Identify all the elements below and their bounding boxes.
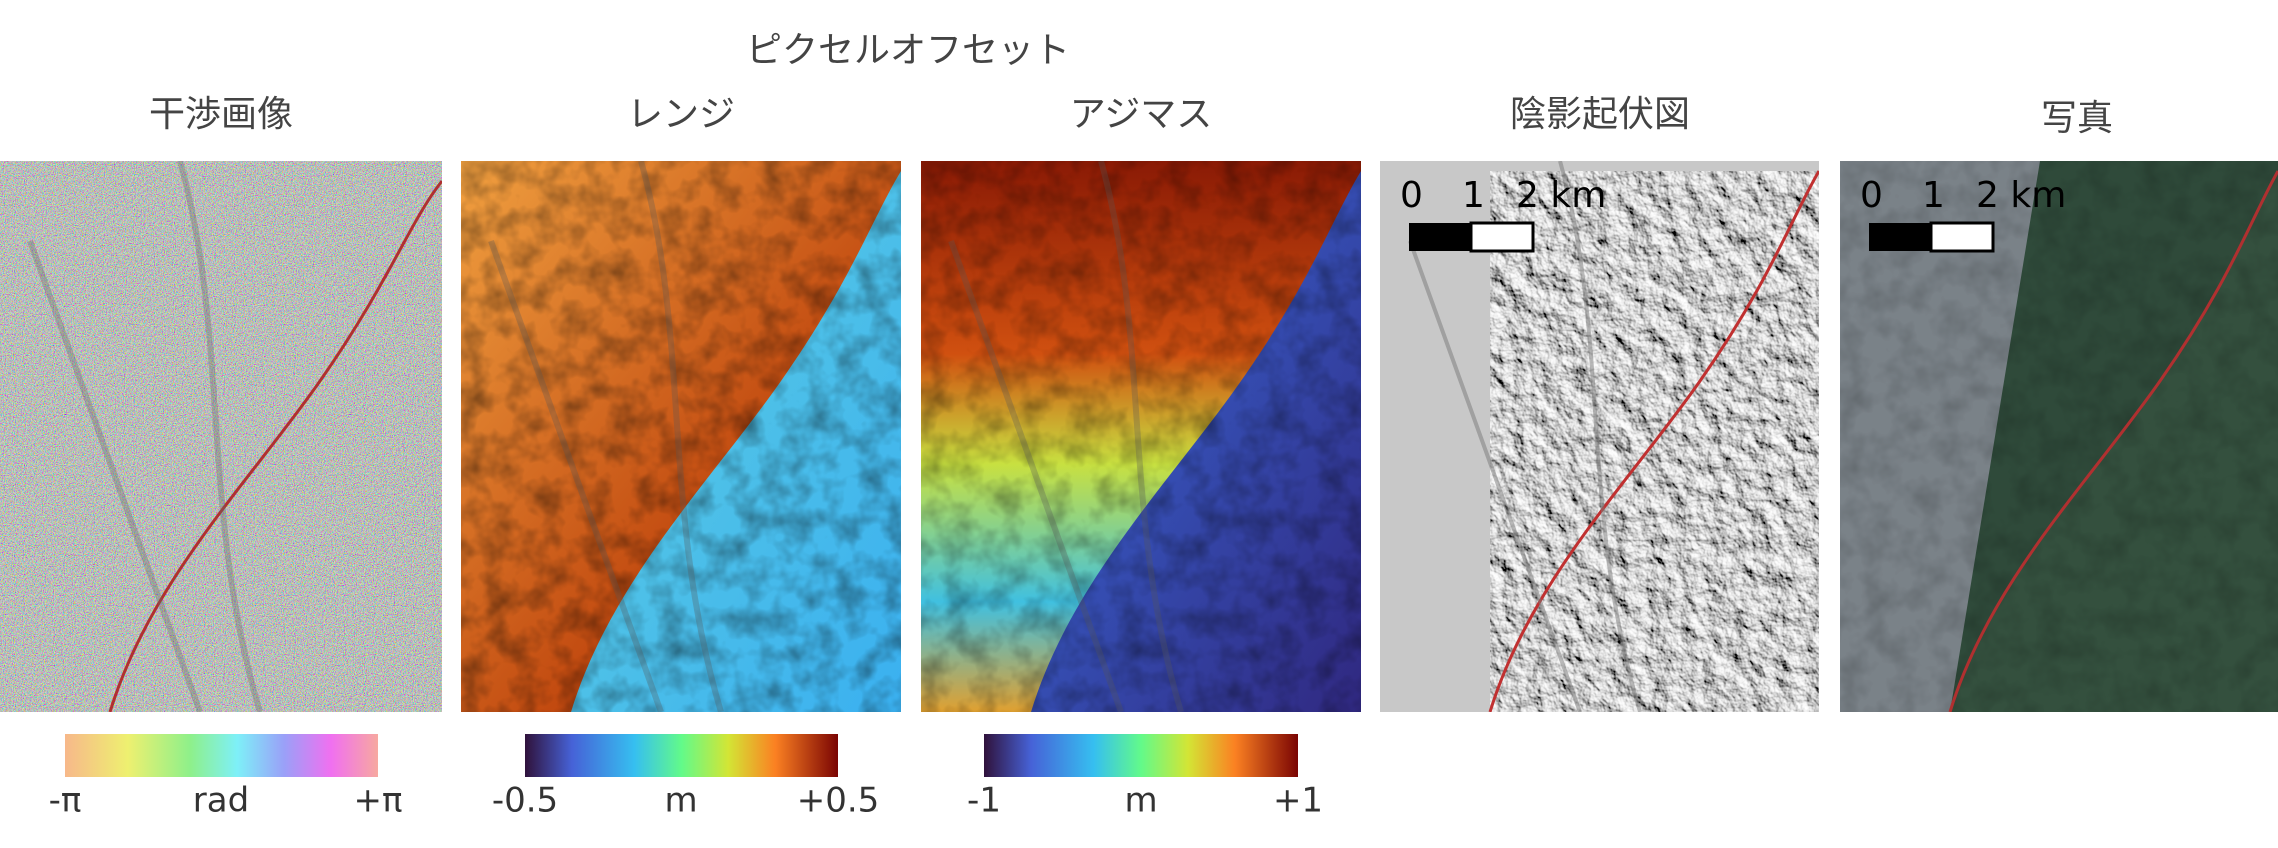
colorbar-unit: rad — [193, 781, 249, 821]
colorbar-max: +1 — [1273, 781, 1323, 821]
colorbar-min: -0.5 — [492, 781, 558, 821]
map-panel — [921, 161, 1361, 712]
scale-label: 1 — [1462, 175, 1485, 216]
scale-label: 2 km — [1976, 175, 2066, 216]
map-panel — [461, 161, 901, 712]
map-panel — [1840, 161, 2278, 712]
map-panel — [1380, 161, 1819, 712]
panel-title: アジマス — [1070, 94, 1213, 135]
colorbar-min: -π — [49, 781, 82, 821]
scale-label: 0 — [1860, 175, 1883, 216]
colorbar — [525, 734, 838, 777]
panel-title: 写真 — [2041, 98, 2113, 139]
panel-title: 干渉画像 — [149, 94, 293, 135]
colorbar-max: +π — [354, 781, 403, 821]
panel-title: レンジ — [627, 94, 735, 135]
colorbar — [984, 734, 1298, 777]
scale-label: 0 — [1400, 175, 1423, 216]
colorbar-max: +0.5 — [797, 781, 880, 821]
scale-label: 1 — [1922, 175, 1945, 216]
scale-label: 2 km — [1516, 175, 1606, 216]
colorbar-min: -1 — [967, 781, 1001, 821]
group-title: ピクセルオフセット — [746, 30, 1070, 71]
panel-title: 陰影起伏図 — [1510, 94, 1690, 135]
map-panel — [0, 161, 442, 712]
colorbar-unit: m — [664, 781, 697, 821]
colorbar — [65, 734, 378, 777]
colorbar-unit: m — [1124, 781, 1157, 821]
